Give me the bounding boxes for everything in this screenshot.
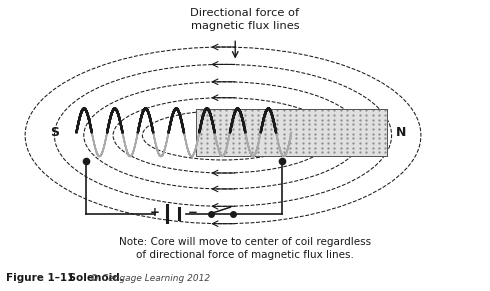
Text: S: S	[50, 126, 59, 139]
Bar	[196, 109, 387, 156]
Text: Figure 1–11: Figure 1–11	[5, 273, 74, 283]
Text: Note: Core will move to center of coil regardless
of directional force of magnet: Note: Core will move to center of coil r…	[119, 237, 371, 260]
Text: N: N	[396, 126, 407, 139]
Text: −: −	[188, 206, 197, 219]
Text: Directional force of
magnetic flux lines: Directional force of magnetic flux lines	[191, 8, 299, 31]
Text: +: +	[149, 206, 160, 219]
Text: Solenoid.: Solenoid.	[54, 273, 128, 283]
Text: © Cengage Learning 2012: © Cengage Learning 2012	[90, 274, 210, 283]
